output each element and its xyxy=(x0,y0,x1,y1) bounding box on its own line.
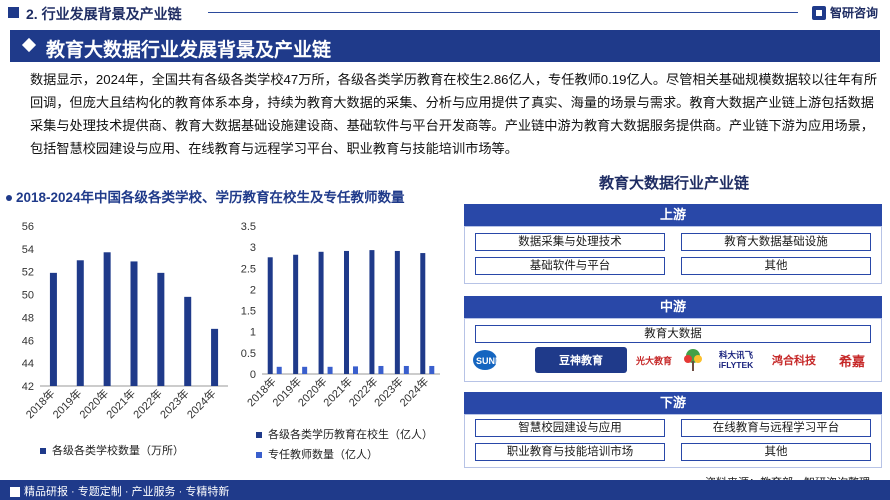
x-tick-label: 2024年 xyxy=(396,374,431,409)
industry-chain: 教育大数据行业产业链 上游 数据采集与处理技术 教育大数据基础设施 基础软件与平… xyxy=(458,172,890,468)
downstream-label: 下游 xyxy=(464,392,882,414)
sunm-logo-icon: SUNM net xyxy=(473,350,519,370)
bar xyxy=(293,254,299,374)
company-logo: SUNM net xyxy=(471,347,531,373)
bar xyxy=(394,250,400,374)
legend-swatch xyxy=(40,448,46,454)
page-title: 教育大数据行业发展背景及产业链 xyxy=(46,40,332,61)
diamond-icon xyxy=(21,37,37,53)
upstream-item: 基础软件与平台 xyxy=(475,257,665,275)
bar xyxy=(103,252,111,386)
company-logo: 希嘉 xyxy=(838,353,865,369)
upstream-label: 上游 xyxy=(464,204,882,226)
downstream-item: 职业教育与技能培训市场 xyxy=(475,443,665,461)
section-square-icon xyxy=(8,7,19,18)
top-bar: 2. 行业发展背景及产业链 智研咨询 xyxy=(0,0,890,24)
x-tick-label: 2023年 xyxy=(157,386,192,421)
company-logo: 光大教育 xyxy=(635,355,672,366)
bar xyxy=(344,250,349,374)
downstream-frame: 智慧校园建设与应用 在线教育与远程学习平台 职业教育与技能培训市场 其他 xyxy=(464,414,882,468)
bar xyxy=(184,296,192,386)
bar xyxy=(318,251,324,374)
x-tick-label: 2022年 xyxy=(130,386,165,421)
bar xyxy=(130,261,138,386)
legend-swatch xyxy=(256,452,262,458)
y-tick-label: 2.5 xyxy=(241,263,256,275)
x-tick-label: 2020年 xyxy=(76,386,111,421)
title-bar: 教育大数据行业发展背景及产业链 xyxy=(10,30,880,62)
x-tick-label: 2024年 xyxy=(184,386,219,421)
y-tick-label: 3 xyxy=(250,242,256,254)
downstream-item: 在线教育与远程学习平台 xyxy=(681,419,871,437)
y-tick-label: 1.5 xyxy=(241,306,256,318)
company-logo: 鸿合科技 xyxy=(772,355,816,367)
brand-name: 智研咨询 xyxy=(829,6,878,20)
legend-label: 各级各类学历教育在校生（亿人） xyxy=(268,427,433,441)
charts-area: 42444648505254562018年2019年2020年2021年2022… xyxy=(22,221,440,461)
downstream-item: 其他 xyxy=(681,443,871,461)
bar xyxy=(429,365,435,374)
tree-logo-icon xyxy=(684,349,702,371)
y-tick-label: 1 xyxy=(250,327,256,339)
y-tick-label: 48 xyxy=(22,312,34,324)
legend-label: 各级各类学校数量（万所） xyxy=(52,443,184,457)
upstream-item: 教育大数据基础设施 xyxy=(681,233,871,251)
bar xyxy=(211,328,219,386)
chart-heading: 2018-2024年中国各级各类学校、学历教育在校生及专任教师数量 xyxy=(6,186,405,206)
y-tick-label: 52 xyxy=(22,267,34,279)
chain-title: 教育大数据行业产业链 xyxy=(598,175,749,192)
brand-logo-icon xyxy=(811,5,826,20)
y-tick-label: 0 xyxy=(250,369,256,381)
upstream-item: 其他 xyxy=(681,257,871,275)
midstream-label: 中游 xyxy=(464,296,882,318)
footer-logo-icon xyxy=(10,487,20,498)
x-tick-label: 2021年 xyxy=(103,386,138,421)
bar xyxy=(353,366,358,374)
y-tick-label: 2 xyxy=(250,284,256,296)
logo-text: SUNM net xyxy=(476,356,519,366)
bullet-icon xyxy=(6,195,12,202)
y-tick-label: 50 xyxy=(22,290,34,302)
y-tick-label: 42 xyxy=(22,381,34,393)
company-logos: SUNM net 豆神教育 光大教育 科大讯飞 iFLYTEK 鸿合科技 希嘉 xyxy=(465,343,883,375)
bar xyxy=(420,253,426,374)
y-tick-label: 54 xyxy=(22,244,34,256)
bar xyxy=(276,366,282,374)
midstream-item: 教育大数据 xyxy=(475,325,871,343)
y-tick-label: 46 xyxy=(22,335,34,347)
intro-paragraph: 数据显示，2024年，全国共有各级各类学校47万所，各级各类学历教育在校生2.8… xyxy=(30,72,878,156)
section-title: 2. 行业发展背景及产业链 xyxy=(26,6,182,22)
midstream-frame: 教育大数据 SUNM net 豆神教育 光大教育 xyxy=(464,318,882,382)
bar xyxy=(378,365,384,374)
bar xyxy=(403,365,409,374)
bar xyxy=(157,272,165,386)
company-logo: 豆神教育 xyxy=(535,347,627,373)
footer-slogan: 精品研报 · 专题定制 · 产业服务 · 专精特新 xyxy=(24,486,230,498)
legend-swatch xyxy=(256,432,262,438)
y-tick-label: 44 xyxy=(22,358,34,370)
y-tick-label: 3.5 xyxy=(241,221,256,233)
footer-text: 精品研报 · 专题定制 · 产业服务 · 专精特新 xyxy=(10,483,229,499)
company-logo: 科大讯飞 iFLYTEK xyxy=(718,350,754,370)
y-tick-label: 56 xyxy=(22,221,34,233)
legend-label: 专任教师数量（亿人） xyxy=(268,447,378,461)
bar xyxy=(302,366,308,374)
downstream-item: 智慧校园建设与应用 xyxy=(475,419,665,437)
company-logo xyxy=(679,347,707,373)
y-tick-label: 0.5 xyxy=(241,348,256,360)
bar xyxy=(267,257,273,374)
upstream-frame: 数据采集与处理技术 教育大数据基础设施 基础软件与平台 其他 xyxy=(464,226,882,284)
footer-bar: 精品研报 · 专题定制 · 产业服务 · 专精特新 xyxy=(0,480,890,500)
bar xyxy=(327,366,333,374)
x-tick-label: 2019年 xyxy=(49,386,84,421)
bar xyxy=(369,250,375,374)
bar xyxy=(49,272,57,386)
brand: 智研咨询 xyxy=(811,4,878,21)
upstream-item: 数据采集与处理技术 xyxy=(475,233,665,251)
chart-heading-text: 2018-2024年中国各级各类学校、学历教育在校生及专任教师数量 xyxy=(16,190,405,205)
header-rule xyxy=(208,12,798,13)
bar xyxy=(76,260,84,386)
